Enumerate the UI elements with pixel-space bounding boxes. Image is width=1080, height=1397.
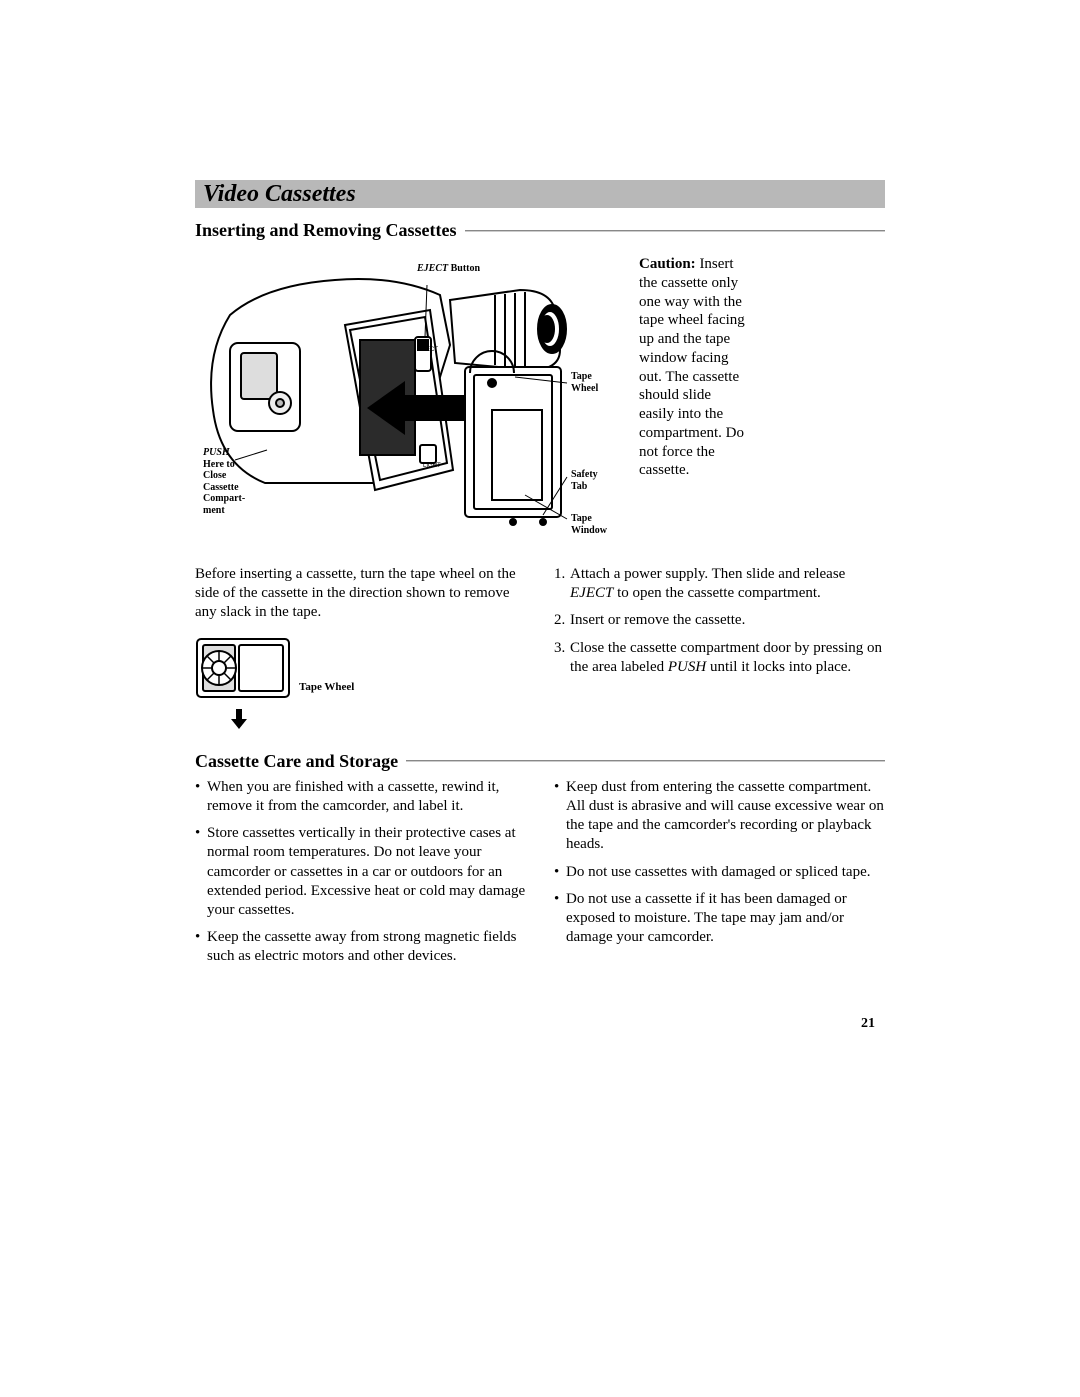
section-rule-2 xyxy=(406,760,885,762)
callout-safety-tab: Safety Tab xyxy=(571,469,598,492)
callout-push-italic: PUSH xyxy=(203,447,245,459)
care-left-col: When you are finished with a cassette, r… xyxy=(195,778,526,975)
callout-tape-wheel: Tape Wheel xyxy=(571,371,598,394)
camcorder-illustration: LIGHT EJECT xyxy=(195,255,625,541)
step-1: 1.Attach a power supply. Then slide and … xyxy=(554,565,885,603)
care-right-list: Keep dust from entering the cassette com… xyxy=(554,778,885,948)
section-title-text: Inserting and Removing Cassettes xyxy=(195,220,457,241)
callout-push: PUSH Here to Close Cassette Compart- men… xyxy=(203,447,245,516)
callout-eject: EJECT Button xyxy=(417,263,480,275)
chapter-title-bar: Video Cassettes xyxy=(195,180,885,208)
care-right-col: Keep dust from entering the cassette com… xyxy=(554,778,885,975)
tape-wheel-label: Tape Wheel xyxy=(299,681,354,693)
care-right-item-1: Do not use cassettes with damaged or spl… xyxy=(554,863,885,882)
inserting-left-col: Before inserting a cassette, turn the ta… xyxy=(195,565,526,733)
callout-push-text: Here to Close Cassette Compart- ment xyxy=(203,459,245,516)
care-left-item-2: Keep the cassette away from strong magne… xyxy=(195,928,526,966)
svg-text:EJECT: EJECT xyxy=(419,347,438,353)
camcorder-diagram: LIGHT EJECT EJECT Button Tape Wheel Safe… xyxy=(195,255,625,541)
step-2: 2.Insert or remove the cassette. xyxy=(554,611,885,630)
diagram-block: LIGHT EJECT EJECT Button Tape Wheel Safe… xyxy=(195,255,885,541)
steps-list: 1.Attach a power supply. Then slide and … xyxy=(554,565,885,677)
care-left-item-0: When you are finished with a cassette, r… xyxy=(195,778,526,816)
callout-eject-text: Button xyxy=(448,263,480,274)
section-rule xyxy=(465,230,885,232)
care-left-list: When you are finished with a cassette, r… xyxy=(195,778,526,967)
care-body: When you are finished with a cassette, r… xyxy=(195,778,885,975)
care-right-item-2: Do not use a cassette if it has been dam… xyxy=(554,890,885,948)
section-title-care-text: Cassette Care and Storage xyxy=(195,751,398,772)
small-cassette-icon xyxy=(195,637,291,699)
caution-heading: Caution: xyxy=(639,256,696,272)
svg-text:LIGHT: LIGHT xyxy=(423,463,441,469)
small-cassette-label-area: Tape Wheel xyxy=(299,677,354,696)
down-arrow-icon xyxy=(231,709,291,733)
small-cassette-block: Tape Wheel xyxy=(195,637,526,733)
caution-block: Caution: Insert the cassette only one wa… xyxy=(639,255,749,480)
care-right-item-0: Keep dust from entering the cassette com… xyxy=(554,778,885,855)
inserting-right-col: 1.Attach a power supply. Then slide and … xyxy=(554,565,885,733)
callout-tape-window: Tape Window xyxy=(571,513,607,536)
small-cassette-wrap xyxy=(195,637,291,733)
callout-eject-italic: EJECT xyxy=(417,263,448,274)
section-title-care: Cassette Care and Storage xyxy=(195,751,885,772)
caution-body: Insert the cassette only one way with th… xyxy=(639,256,745,478)
inserting-body: Before inserting a cassette, turn the ta… xyxy=(195,565,885,733)
page-number: 21 xyxy=(205,1016,875,1032)
section-title-inserting: Inserting and Removing Cassettes xyxy=(195,220,885,241)
step-3: 3.Close the cassette compartment door by… xyxy=(554,639,885,677)
manual-page: Video Cassettes Inserting and Removing C… xyxy=(195,180,885,974)
chapter-title: Video Cassettes xyxy=(203,182,356,206)
slack-paragraph: Before inserting a cassette, turn the ta… xyxy=(195,565,526,623)
care-left-item-1: Store cassettes vertically in their prot… xyxy=(195,824,526,920)
